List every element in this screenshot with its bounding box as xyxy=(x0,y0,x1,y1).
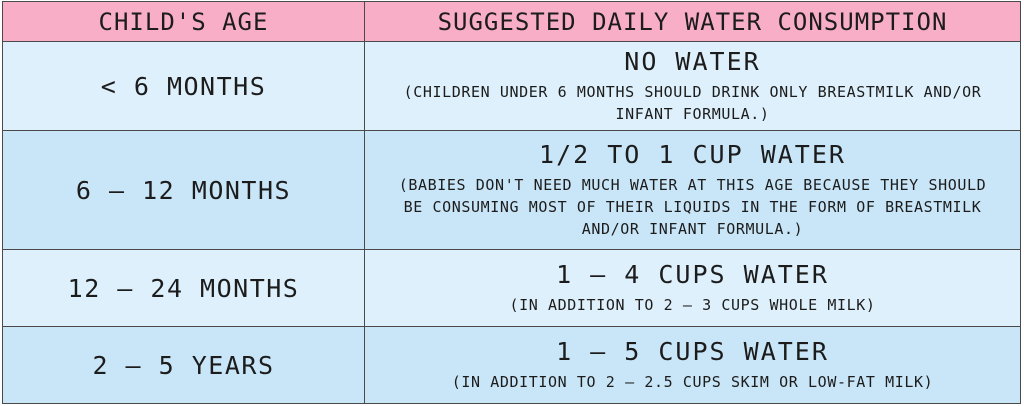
age-cell-under-6-months: < 6 Months xyxy=(3,42,365,131)
consumption-cell-under-6-months: No Water (Children under 6 months should… xyxy=(365,42,1020,131)
consumption-note: (Babies don't need much water at this ag… xyxy=(398,176,987,238)
water-amount: 1 – 4 Cups Water xyxy=(556,260,829,289)
water-amount: 1 – 5 Cups Water xyxy=(556,337,829,366)
age-label: 12 – 24 Months xyxy=(67,273,300,303)
age-cell-2-5-years: 2 – 5 Years xyxy=(3,327,365,403)
consumption-note: (In addition to 2 – 3 cups whole milk) xyxy=(509,296,876,314)
header-childs-age: Child's Age xyxy=(3,2,365,42)
age-label: 6 – 12 Months xyxy=(75,175,292,205)
water-amount: No Water xyxy=(624,47,761,76)
consumption-note: (In addition to 2 – 2.5 cups skim or low… xyxy=(451,373,934,391)
consumption-cell-12-24-months: 1 – 4 Cups Water (In addition to 2 – 3 c… xyxy=(365,250,1020,327)
consumption-cell-2-5-years: 1 – 5 Cups Water (In addition to 2 – 2.5… xyxy=(365,327,1020,403)
consumption-note: (Children under 6 months should drink on… xyxy=(403,83,982,123)
water-amount: 1/2 to 1 Cup Water xyxy=(539,140,846,169)
consumption-cell-6-12-months: 1/2 to 1 Cup Water (Babies don't need mu… xyxy=(365,131,1020,250)
age-label: 2 – 5 Years xyxy=(92,350,275,380)
age-cell-6-12-months: 6 – 12 Months xyxy=(3,131,365,250)
age-label: < 6 Months xyxy=(100,71,267,101)
age-cell-12-24-months: 12 – 24 Months xyxy=(3,250,365,327)
header-suggested-consumption: Suggested Daily Water Consumption xyxy=(365,2,1020,42)
